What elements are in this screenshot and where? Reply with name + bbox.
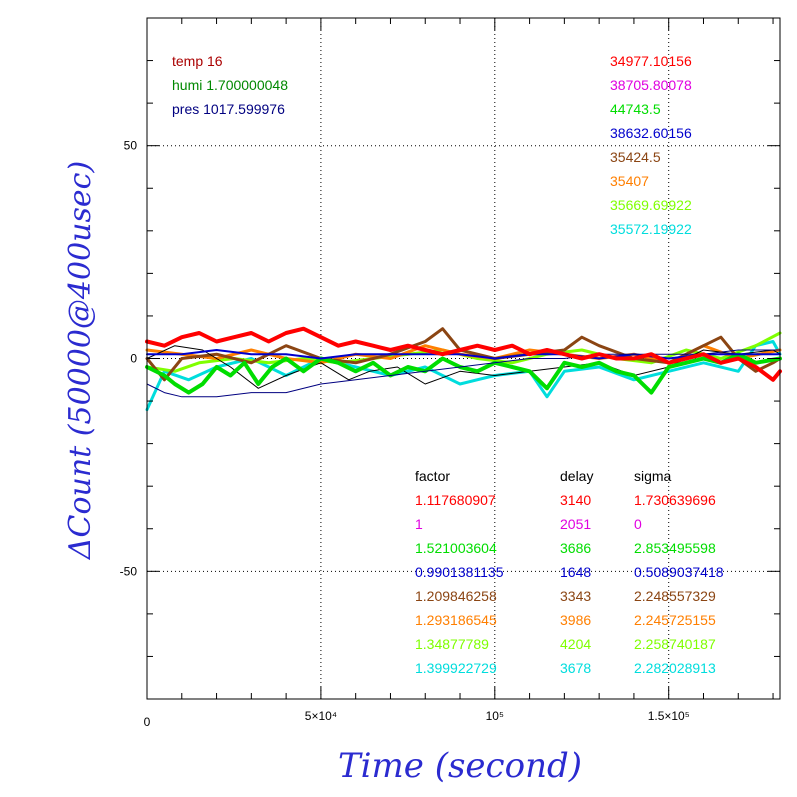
y-tick-label: 0 [130,352,137,366]
table-cell: 2.258740187 [634,636,716,652]
table-cell: 3343 [560,588,591,604]
y-axis-label: ΔCount (50000@400usec) [63,161,98,560]
table-cell: 1.34877789 [415,636,489,652]
x-tick-label: 10⁵ [486,709,504,723]
table-cell: 0 [634,516,642,532]
series-layer [145,326,782,412]
table-cell: 3140 [560,492,591,508]
total-count-label: 44743.5 [610,101,661,117]
total-count-label: 34977.10156 [610,53,692,69]
table-cell: 2.248557329 [634,588,716,604]
table-cell: 1.399922729 [415,660,497,676]
series-line-9 [145,326,782,382]
table-header: sigma [634,468,672,484]
table-cell: 1.730639696 [634,492,716,508]
env-info-label: pres 1017.599976 [172,101,285,117]
total-count-label: 38632.60156 [610,125,692,141]
x-tick-label: 5×10⁴ [305,709,337,723]
table-cell: 1.521003604 [415,540,497,556]
y-tick-label: -50 [120,564,138,578]
env-info-label: temp 16 [172,53,223,69]
table-cell: 0.5089037418 [634,564,724,580]
table-cell: 3678 [560,660,591,676]
annotation-layer: temp 16 humi 1.700000048 pres 1017.599976 3… [172,53,724,676]
x-axis-label: Time (second) [338,746,582,786]
table-cell: 1.293186545 [415,612,497,628]
table-header: factor [415,468,450,484]
total-count-label: 38705.80078 [610,77,692,93]
table-cell: 1.209846258 [415,588,497,604]
table-cell: 0.9901381135 [415,564,504,580]
series-line-7 [146,349,781,360]
y-tick-label: 50 [124,139,138,153]
table-cell: 2051 [560,516,591,532]
table-cell: 2.245725155 [634,612,716,628]
table-cell: 4204 [560,636,591,652]
series-line-8 [146,349,781,398]
table-cell: 1 [415,516,423,532]
x-tick-label: 1.5×10⁵ [648,709,690,723]
total-count-label: 35669.69922 [610,197,692,213]
x-tick-label: 0 [144,715,151,729]
tick-layer: 0 5×10⁴ 10⁵ 1.5×10⁵ 50 0 -50 [120,17,780,729]
table-cell: 1.117680907 [415,492,496,508]
total-count-label: 35424.5 [610,149,661,165]
total-count-label: 35572.19922 [610,221,692,237]
env-info-label: humi 1.700000048 [172,77,288,93]
table-cell: 2.282028913 [634,660,716,676]
table-cell: 3986 [560,612,591,628]
table-cell: 1648 [560,564,591,580]
table-cell: 2.853495598 [634,540,716,556]
total-count-label: 35407 [610,173,649,189]
table-header: delay [560,468,593,484]
series-line-6 [145,352,782,395]
table-cell: 3686 [560,540,591,556]
